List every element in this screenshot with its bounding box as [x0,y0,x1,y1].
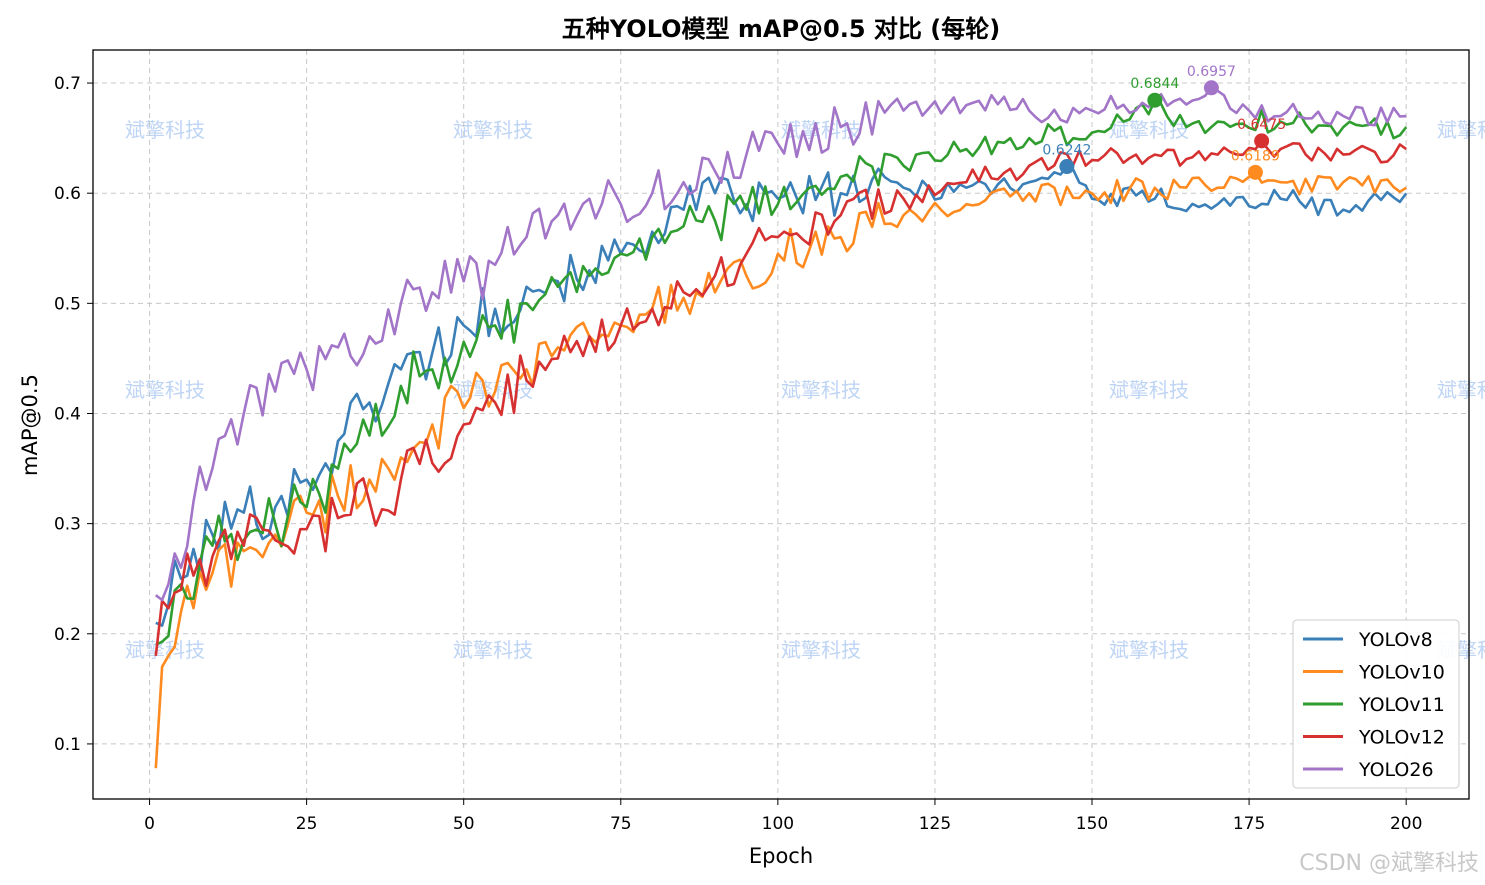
y-tick-label: 0.1 [54,735,81,755]
watermark-text: 斌擎科技 [1109,638,1189,662]
plot-frame [92,49,1470,800]
y-tick-label: 0.3 [54,515,81,535]
x-tick-label: 50 [453,814,475,834]
best-point-yolo26 [1203,80,1219,96]
best-point-yolov8 [1059,159,1075,175]
y-tick-label: 0.6 [54,184,81,204]
best-value-label: 0.6189 [1231,148,1280,164]
watermark-text: 斌擎科技 [1437,118,1485,142]
legend-label: YOLO26 [1358,759,1434,781]
watermark-text: 斌擎科技 [1109,378,1189,402]
best-value-label: 0.6242 [1042,143,1091,159]
x-tick-label: 200 [1390,814,1422,834]
x-axis-title: Epoch [749,844,813,868]
csdn-credit: CSDN @斌擎科技 [1299,851,1479,876]
y-tick-label: 0.2 [54,625,81,645]
watermark-text: 斌擎科技 [125,378,205,402]
watermark-text: 斌擎科技 [453,118,533,142]
watermark-text: 斌擎科技 [781,638,861,662]
x-tick-label: 0 [144,814,155,834]
best-value-label: 0.6957 [1187,64,1236,80]
legend-box [1292,619,1460,789]
y-tick-label: 0.4 [54,404,81,424]
y-axis-ticks: 0.1 0.2 0.3 0.4 0.5 0.6 0.7 [54,74,93,755]
x-tick-label: 75 [610,814,632,834]
x-tick-label: 175 [1233,814,1265,834]
series-layer [154,86,1408,769]
best-point-yolov12 [1254,133,1270,149]
y-tick-label: 0.5 [54,294,81,314]
best-value-label: 0.6844 [1130,76,1179,92]
y-axis-title: mAP@0.5 [18,374,42,476]
best-markers: 0.6242 0.6189 0.6844 0.6475 0.6957 [1042,64,1286,180]
watermark-text: 斌擎科技 [125,118,205,142]
watermark-text: 斌擎科技 [781,378,861,402]
series-line-yolov10 [154,171,1407,769]
legend-label: YOLOv8 [1358,629,1433,651]
best-value-label: 0.6475 [1237,117,1286,133]
series-line-yolo26 [155,86,1407,602]
x-axis-ticks: 0 25 50 75 100 125 150 175 200 [144,799,1422,834]
legend-label: YOLOv10 [1358,662,1445,684]
watermark-text: 斌擎科技 [125,638,205,662]
watermark-text: 斌擎科技 [1437,378,1485,402]
y-tick-label: 0.7 [54,74,81,94]
x-tick-label: 100 [762,814,794,834]
x-tick-label: 25 [296,814,318,834]
chart-title: 五种YOLO模型 mAP@0.5 对比 (每轮) [562,15,1000,43]
legend: YOLOv8 YOLOv10 YOLOv11 YOLOv12 YOLO26 [1292,619,1460,789]
grid-lines [93,50,1469,799]
legend-label: YOLOv11 [1358,694,1445,716]
legend-label: YOLOv12 [1358,727,1445,749]
watermark-text: 斌擎科技 [453,638,533,662]
x-tick-label: 125 [919,814,951,834]
best-point-yolov11 [1147,92,1163,108]
series-line-yolov11 [155,98,1408,646]
best-point-yolov10 [1247,164,1263,180]
series-line-yolov12 [154,139,1407,656]
x-tick-label: 150 [1076,814,1108,834]
